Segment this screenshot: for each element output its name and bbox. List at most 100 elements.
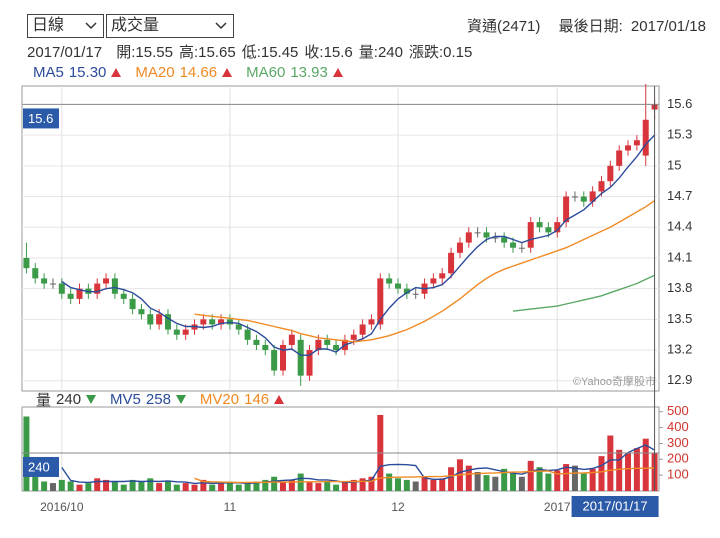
candle-body: [173, 329, 180, 335]
legend-value: 240: [56, 391, 82, 408]
candle-body: [147, 314, 154, 325]
y-tick-label: 300: [667, 435, 689, 450]
volume-bar: [642, 438, 649, 491]
legend-item: MA20 14.66: [135, 64, 233, 81]
volume-bar: [49, 483, 56, 491]
cursor-date: 2017/01/17: [583, 498, 648, 513]
volume-bar: [368, 476, 375, 491]
volume-bar: [41, 481, 48, 491]
period-dropdown[interactable]: 日線: [27, 14, 104, 38]
candle-body: [492, 237, 499, 239]
candle-body: [580, 196, 587, 202]
watermark: ©Yahoo奇摩股市: [573, 374, 656, 388]
volume-bar: [359, 478, 366, 491]
volume-bar: [111, 481, 118, 491]
volume-bar: [58, 479, 65, 491]
chevron: [215, 22, 227, 30]
volume-bar: [85, 483, 92, 491]
panel-frame: [21, 406, 660, 492]
candle-body: [483, 232, 490, 238]
legend-item: MV20 146: [200, 391, 285, 408]
volume-bar: [598, 456, 605, 491]
volume-bar: [518, 476, 525, 491]
candle-body: [527, 222, 534, 248]
ma-line: [512, 274, 655, 312]
volume-bar: [448, 467, 455, 491]
candle-body: [138, 309, 145, 315]
candle-body: [244, 329, 251, 340]
candle-body: [598, 181, 605, 192]
volume-bar: [226, 481, 233, 491]
volume-bar: [120, 484, 127, 491]
period-value: 日線: [32, 17, 65, 34]
quote-item: 量:240: [359, 44, 403, 61]
candle-body: [306, 350, 313, 376]
ma-line: [194, 200, 656, 343]
y-tick-label: 15.3: [667, 127, 692, 142]
candle-body: [94, 283, 101, 294]
volume-bar: [306, 481, 313, 491]
candle-body: [262, 344, 269, 351]
volume-bar: [200, 479, 207, 491]
y-tick-label: 13.5: [667, 311, 692, 326]
quote-label: 量:: [358, 44, 378, 61]
candle-body: [377, 278, 384, 325]
candle-body: [182, 329, 189, 335]
volume-bar: [571, 465, 578, 491]
candle-body: [253, 339, 260, 345]
volume-bar: [545, 473, 552, 491]
volume-bar: [209, 484, 216, 491]
volume-bar: [386, 473, 393, 491]
legend-name: MA5: [33, 64, 64, 81]
volume-bar: [324, 481, 331, 491]
x-tick-label: 2016/10: [40, 500, 84, 514]
candle-body: [359, 324, 366, 335]
volume-bar: [164, 481, 171, 491]
candle-body: [209, 319, 216, 325]
legend-value: 258: [145, 391, 171, 408]
volume-bar: [156, 483, 163, 491]
indicator-value: 成交量: [111, 17, 160, 34]
volume-bar: [483, 475, 490, 491]
candle-body: [430, 278, 437, 284]
candle-body: [297, 339, 304, 376]
candle-body: [32, 268, 39, 279]
volume-bar: [279, 481, 286, 491]
candle-body: [200, 319, 207, 325]
volume-bar: [395, 478, 402, 491]
candle-body: [518, 247, 525, 249]
candle-body: [23, 257, 30, 269]
candle-body: [103, 278, 110, 284]
last-value-label: 15.6: [28, 111, 53, 126]
candle-body: [412, 293, 419, 295]
volume-bar: [633, 448, 640, 491]
legend-name: MV5: [110, 391, 141, 408]
candle-body: [76, 288, 83, 299]
legend-item: MA60 13.93: [246, 64, 343, 81]
candle-body: [554, 222, 561, 233]
candle-body: [49, 283, 56, 285]
y-tick-label: 15.6: [667, 96, 692, 111]
stock-name: 資通(2471): [467, 18, 541, 35]
cursor-date-box: [571, 496, 659, 517]
quote-item: 低:15.45: [242, 44, 299, 61]
x-tick-label: 2017: [544, 500, 571, 514]
volume-bar: [616, 449, 623, 491]
indicator-dropdown[interactable]: 成交量: [106, 14, 234, 38]
candle-body: [545, 227, 552, 233]
candle-body: [67, 293, 74, 299]
candle-body: [271, 350, 278, 371]
quote-label: 收:: [304, 44, 324, 61]
candle-body: [324, 339, 331, 345]
candle-body: [625, 145, 632, 151]
volume-bar: [589, 468, 596, 491]
y-tick-label: 15: [667, 157, 681, 172]
quote-item: 高:15.65: [179, 44, 236, 61]
candle-body: [350, 334, 357, 340]
last-value-box: [23, 456, 59, 477]
volume-bar: [23, 416, 30, 491]
legend-value: 146: [244, 391, 270, 408]
volume-bar: [492, 476, 499, 491]
